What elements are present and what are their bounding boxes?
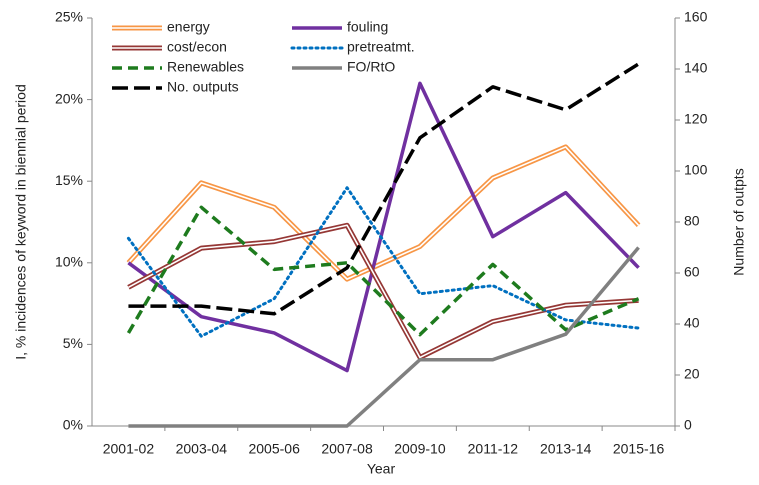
y2-tick-label: 20 bbox=[684, 366, 700, 382]
x-tick-label: 2003-04 bbox=[176, 441, 228, 457]
y-tick-label: 0% bbox=[63, 417, 83, 433]
x-tick-label: 2015-16 bbox=[613, 441, 665, 457]
y2-tick-label: 120 bbox=[684, 111, 708, 127]
y2-tick-label: 60 bbox=[684, 264, 700, 280]
y2-tick-label: 140 bbox=[684, 60, 708, 76]
y-tick-label: 10% bbox=[55, 254, 83, 270]
legend-label: energy bbox=[167, 19, 210, 35]
y-axis-label: I, % incidences of keyword in biennial p… bbox=[13, 84, 29, 360]
legend-label: Renewables bbox=[167, 59, 244, 75]
y-tick-label: 20% bbox=[55, 90, 83, 106]
x-tick-label: 2007-08 bbox=[321, 441, 373, 457]
y2-tick-label: 0 bbox=[684, 417, 692, 433]
series-line bbox=[126, 205, 640, 337]
x-tick-label: 2013-14 bbox=[540, 441, 592, 457]
y2-tick-label: 40 bbox=[684, 315, 700, 331]
y-tick-label: 25% bbox=[55, 9, 83, 25]
legend-label: No. outputs bbox=[167, 79, 239, 95]
legend-label: fouling bbox=[347, 19, 388, 35]
series-line bbox=[127, 81, 640, 373]
legend-label: pretreatmt. bbox=[347, 39, 415, 55]
x-tick-label: 2011-12 bbox=[468, 441, 519, 457]
x-axis-label: Year bbox=[367, 461, 396, 477]
y2-tick-label: 100 bbox=[684, 162, 708, 178]
series-line bbox=[128, 246, 640, 428]
legend-label: cost/econ bbox=[167, 39, 227, 55]
y2-tick-label: 80 bbox=[684, 213, 700, 229]
series-line bbox=[128, 62, 640, 316]
y-tick-label: 15% bbox=[55, 172, 83, 188]
y2-axis-label: Number of outpts bbox=[731, 168, 747, 275]
y2-tick-label: 160 bbox=[684, 9, 708, 25]
series-line bbox=[126, 186, 641, 338]
x-tick-label: 2009-10 bbox=[394, 441, 446, 457]
series-line-inner bbox=[128, 224, 639, 359]
x-tick-label: 2005-06 bbox=[248, 441, 300, 457]
y-tick-label: 5% bbox=[63, 335, 83, 351]
series-line bbox=[126, 144, 641, 282]
legend-label: FO/RtO bbox=[347, 59, 395, 75]
x-tick-label: 2001-02 bbox=[103, 441, 155, 457]
series-line-inner bbox=[127, 146, 640, 280]
